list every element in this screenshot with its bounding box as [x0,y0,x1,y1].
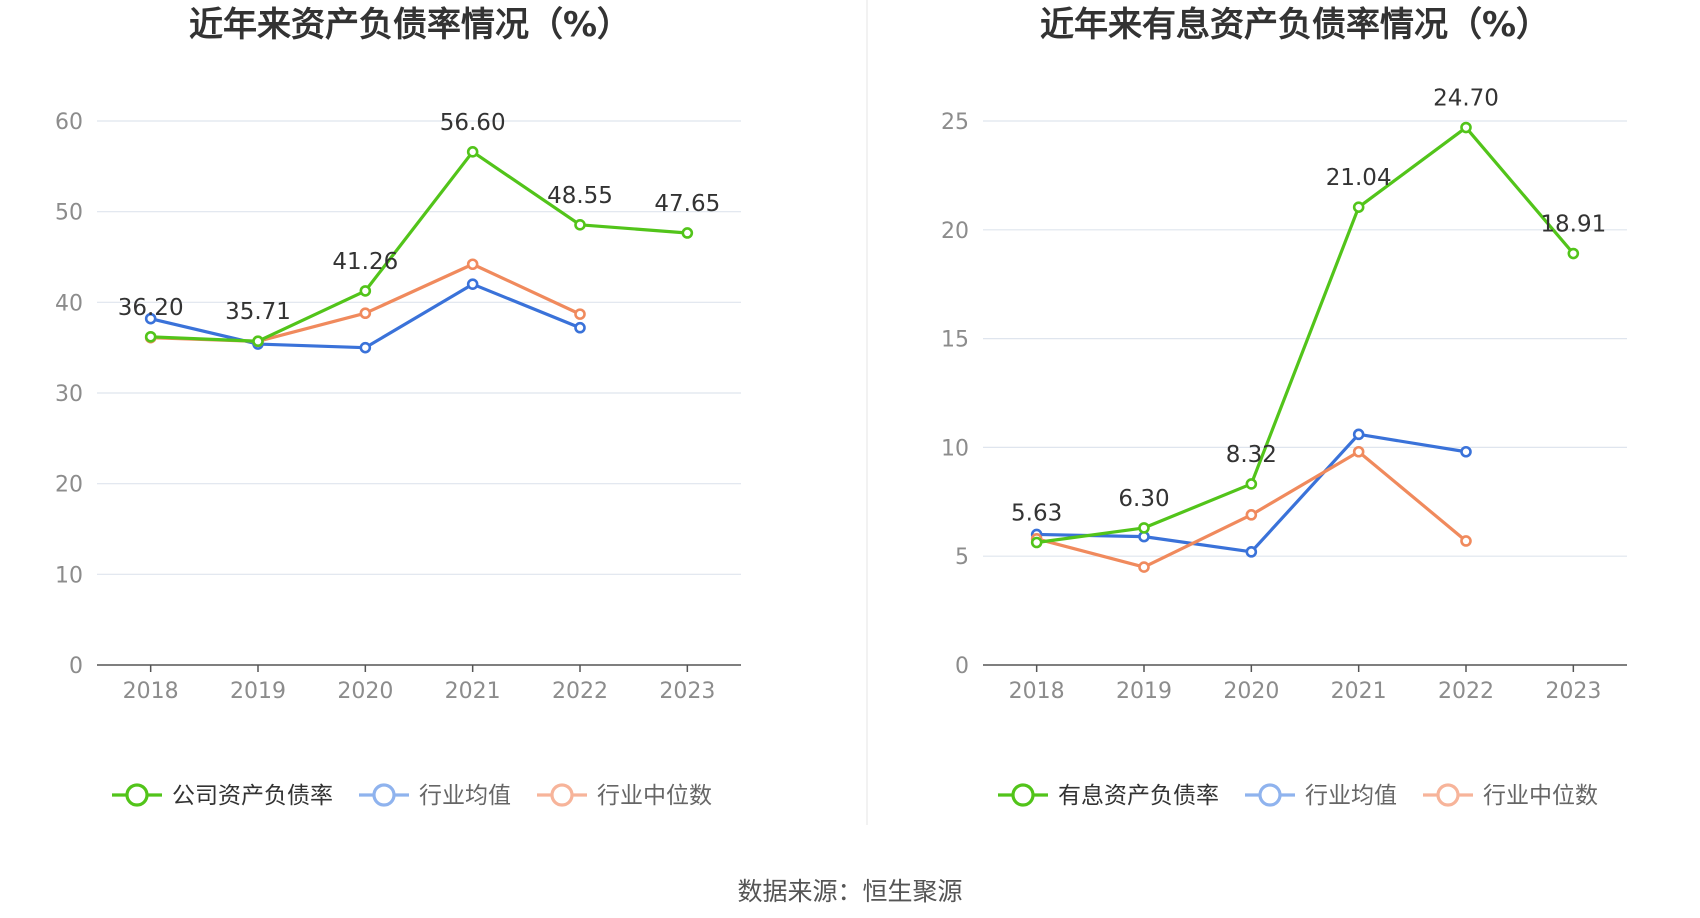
legend-label: 行业均值 [1305,783,1397,809]
legend-marker [1258,783,1282,807]
x-tick-label: 2022 [552,679,608,704]
x-tick-label: 2021 [1331,679,1387,704]
point-company [1030,536,1043,549]
legend-label: 行业均值 [419,783,511,809]
point-median [574,308,586,320]
data-label: 56.60 [440,110,506,136]
data-label: 21.04 [1326,165,1392,191]
legend-label: 公司资产负债率 [172,783,333,809]
x-tick-label: 2021 [445,679,501,704]
y-tick-label: 60 [55,110,83,135]
point-avg [574,321,586,334]
legend-marker [1436,783,1460,807]
data-source: 数据来源：恒生聚源 [737,877,962,906]
data-label: 18.91 [1540,212,1606,238]
legend-marker [372,783,396,807]
point-company [574,219,586,231]
legend-label: 行业中位数 [1483,783,1598,809]
legend-item-median: 行业中位数 [1423,783,1598,809]
legend-marker [125,783,149,807]
point-median [1460,535,1472,547]
legend-item-company: 有息资产负债率 [998,783,1219,809]
y-tick-label: 50 [55,201,83,226]
data-label: 48.55 [547,183,613,209]
point-company [1567,247,1580,260]
point-avg [1460,445,1472,458]
point-company [1352,201,1365,213]
y-tick-label: 30 [55,382,83,407]
y-tick-label: 0 [955,654,969,679]
y-tick-label: 20 [55,473,83,498]
data-label: 41.26 [332,249,398,275]
point-median [359,307,372,320]
legend-item-avg: 行业均值 [1245,783,1397,809]
legend-label: 行业中位数 [597,783,712,809]
y-tick-label: 5 [955,545,969,570]
data-label: 5.63 [1011,500,1062,526]
legend-item-avg: 行业均值 [359,783,511,809]
point-median [1245,509,1258,521]
y-tick-label: 15 [941,328,969,353]
legend-label: 有息资产负债率 [1058,783,1219,809]
legend-item-median: 行业中位数 [537,783,712,809]
data-label: 35.71 [225,299,291,325]
x-tick-label: 2018 [1009,679,1065,704]
data-label: 47.65 [654,191,720,217]
series-line-company [1036,125,1575,545]
x-tick-label: 2022 [1438,679,1494,704]
x-tick-label: 2018 [123,679,179,704]
point-company [1460,121,1472,134]
y-tick-label: 10 [55,563,83,588]
point-median [1352,445,1365,458]
chart-title: 近年来有息资产负债率情况（%） [1040,5,1550,45]
point-company [144,330,157,343]
x-tick-label: 2023 [1545,679,1601,704]
point-avg [1352,428,1365,441]
x-tick-label: 2023 [659,679,715,704]
point-avg [144,312,157,325]
point-company [1245,478,1258,490]
legend-marker [1011,783,1035,807]
data-label: 24.70 [1433,86,1499,112]
x-tick-label: 2019 [1116,679,1172,704]
y-tick-label: 25 [941,110,969,135]
legend-item-company: 公司资产负债率 [112,783,333,809]
chart-asset-liability-ratio: 近年来资产负债率情况（%） 0 10 20 30 40 50 60 2018 2019 2020 20… [55,5,741,809]
y-tick-label: 40 [55,291,83,316]
point-company [466,146,479,158]
y-tick-label: 0 [69,654,83,679]
point-company [681,227,694,239]
x-tick-label: 2020 [1223,679,1279,704]
y-tick-label: 10 [941,436,969,461]
point-avg [1245,546,1258,558]
point-median [466,258,479,271]
data-label: 8.32 [1226,442,1277,468]
legend-marker [550,783,574,807]
series-line-company [150,150,688,343]
x-tick-label: 2020 [337,679,393,704]
data-label: 6.30 [1118,486,1169,512]
data-label: 36.20 [118,295,184,321]
point-company [359,285,372,297]
chart-interest-bearing-liability-ratio: 近年来有息资产负债率情况（%） 0 5 10 15 20 25 2018 2019 2020 202… [941,5,1627,809]
point-company [1138,522,1150,534]
point-company [252,335,264,348]
point-avg [466,278,479,291]
x-tick-label: 2019 [230,679,286,704]
point-avg [359,341,372,354]
y-tick-label: 20 [941,219,969,244]
chart-title: 近年来资产负债率情况（%） [189,5,631,45]
point-median [1138,561,1150,573]
